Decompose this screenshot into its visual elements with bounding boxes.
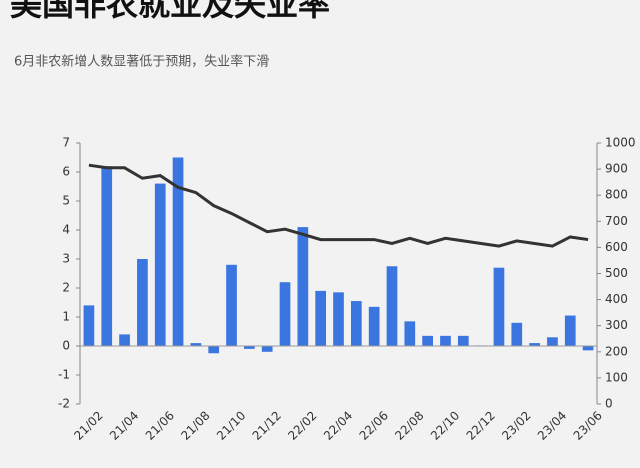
y-tick-label: 2 (62, 281, 70, 295)
bar (101, 166, 113, 346)
bar (137, 259, 148, 346)
bar (422, 335, 433, 346)
bar (261, 346, 273, 352)
bar (172, 157, 184, 346)
y-tick-label: 6 (62, 165, 70, 179)
bar (119, 334, 130, 346)
chart-title: 美国非农就业及失业率 (10, 0, 330, 23)
y-tick-label: 7 (62, 136, 70, 150)
bar (529, 343, 540, 346)
y2-tick-label: 0 (605, 397, 613, 411)
bar (493, 267, 505, 346)
line (88, 163, 589, 248)
bar (404, 321, 416, 346)
x-tick-label: 21/06 (143, 408, 177, 442)
x-tick-label: 22/04 (321, 408, 355, 442)
x-tick-label: 22/02 (285, 408, 319, 442)
y2-tick-label: 800 (605, 188, 628, 202)
bar (154, 183, 166, 346)
x-tick-label: 22/06 (357, 408, 391, 442)
bar (350, 301, 362, 346)
bar (457, 335, 469, 346)
bar (208, 346, 220, 354)
y2-tick-label: 400 (605, 292, 628, 306)
x-tick-label: 21/02 (71, 408, 105, 442)
y-tick-label: -1 (58, 368, 70, 382)
bar (83, 305, 95, 346)
y2-tick-label: 500 (605, 266, 628, 280)
y2-tick-label: 100 (605, 370, 628, 384)
y-tick-label: 4 (62, 223, 70, 237)
bar (226, 264, 237, 346)
bar (279, 282, 291, 346)
chart-subtitle: 6月非农新增人数显著低于预期，失业率下滑 (14, 54, 269, 70)
bar (582, 346, 594, 351)
x-tick-label: 21/08 (178, 408, 212, 442)
y-tick-label: -2 (58, 397, 70, 411)
x-tick-label: 21/04 (107, 408, 141, 442)
y2-tick-label: 300 (605, 318, 628, 332)
bar (190, 343, 202, 346)
bar (440, 335, 451, 346)
bar (244, 346, 255, 349)
y2-tick-label: 200 (605, 344, 628, 358)
y-tick-label: 5 (62, 194, 70, 208)
x-tick-label: 22/08 (392, 408, 426, 442)
y2-tick-label: 600 (605, 240, 628, 254)
x-tick-label: 23/02 (499, 408, 533, 442)
x-tick-label: 22/12 (464, 408, 498, 442)
x-tick-label: 21/12 (250, 408, 284, 442)
y-tick-label: 1 (62, 310, 70, 324)
bar (547, 337, 558, 346)
y-tick-label: 0 (62, 339, 70, 353)
y-tick-label: 3 (62, 252, 70, 266)
y2-tick-label: 1000 (605, 136, 636, 150)
bar (297, 227, 309, 346)
y2-tick-label: 700 (605, 214, 628, 228)
bar (511, 322, 523, 346)
x-tick-label: 22/10 (428, 408, 462, 442)
bar (333, 292, 344, 346)
x-tick-label: 23/04 (535, 408, 569, 442)
bar (368, 306, 380, 346)
bar (386, 266, 398, 346)
x-tick-label: 21/10 (214, 408, 248, 442)
bar (564, 315, 576, 346)
y2-tick-label: 900 (605, 162, 628, 176)
x-tick-label: 23/06 (571, 408, 605, 442)
bar (315, 290, 327, 346)
